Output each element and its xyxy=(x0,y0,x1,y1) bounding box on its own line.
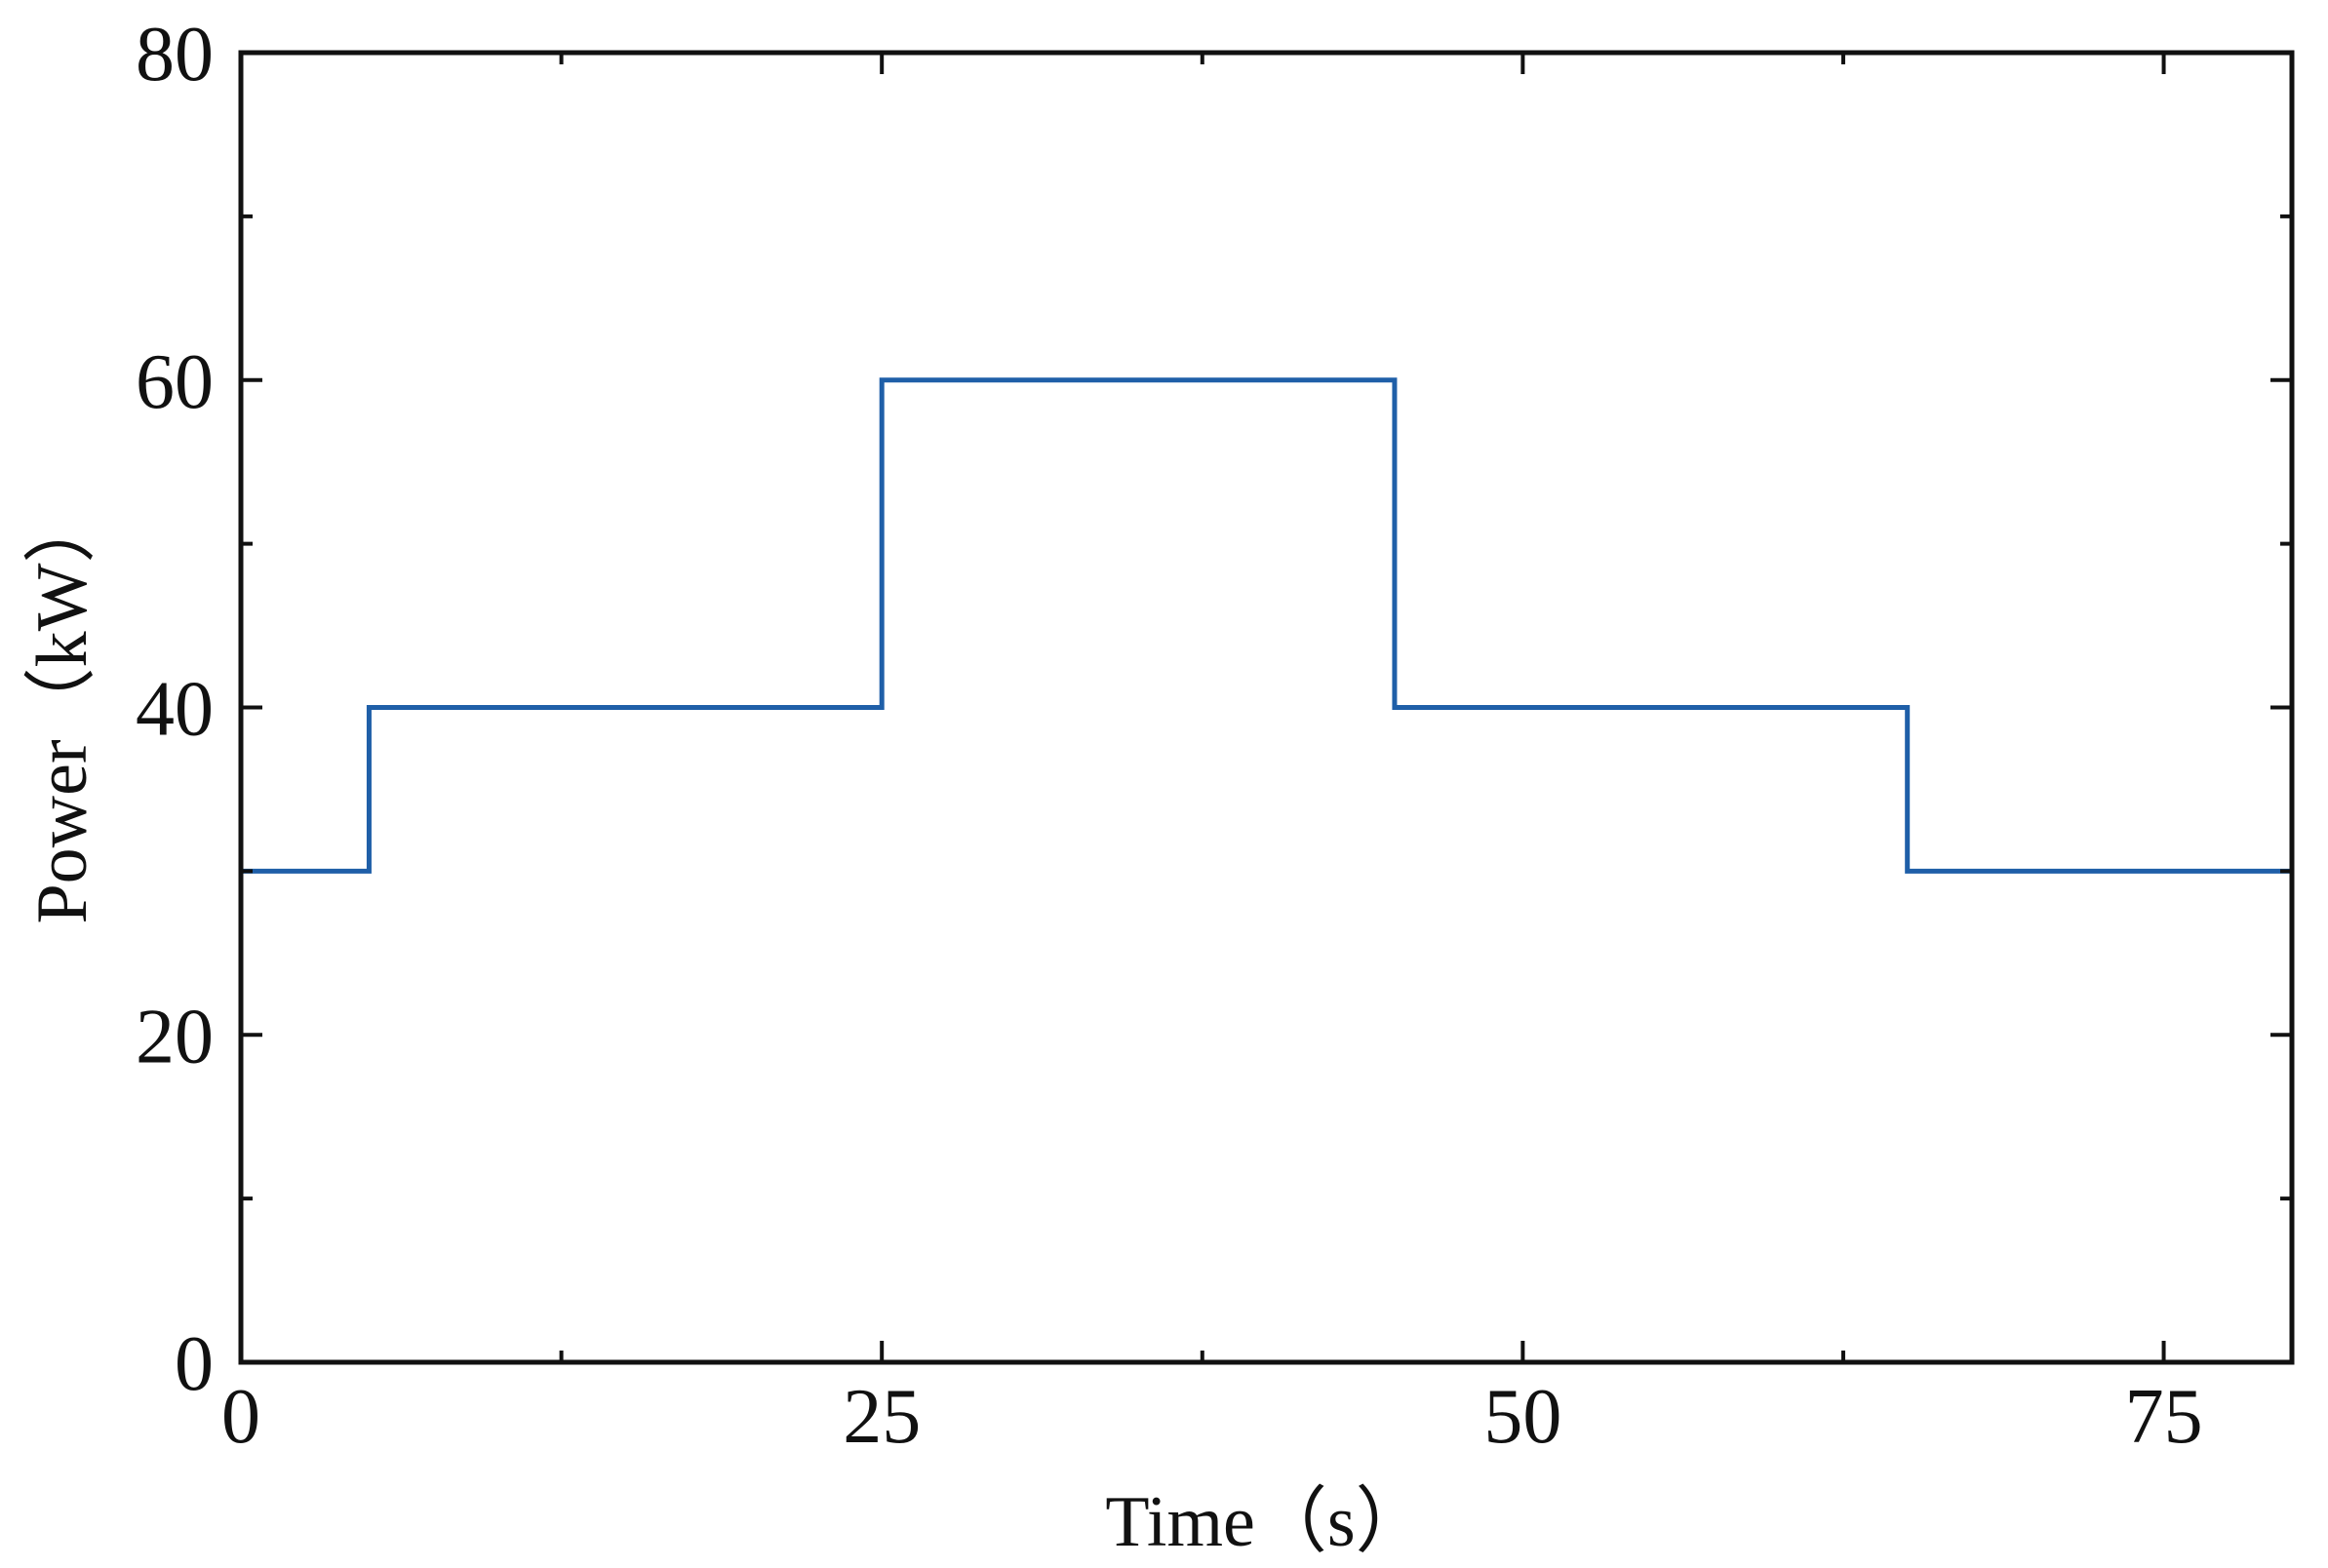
labels-layer: 0 25 50 75 0 20 40 60 80 xyxy=(136,12,2203,1460)
y-tick-label: 0 xyxy=(175,1321,214,1407)
x-tick-label: 25 xyxy=(843,1374,921,1460)
y-tick-label: 80 xyxy=(136,12,214,98)
power-series-line xyxy=(241,377,2295,1362)
y-tick-label: 20 xyxy=(136,994,214,1079)
x-axis-title: Time（s） xyxy=(1105,1482,1427,1562)
y-tick-label: 60 xyxy=(136,339,214,425)
axis-frame xyxy=(238,50,2295,1365)
x-tick-label: 50 xyxy=(1483,1374,1561,1460)
x-tick-label: 0 xyxy=(221,1374,260,1460)
plot-layer xyxy=(241,377,2295,1362)
y-tick-label: 40 xyxy=(136,667,214,753)
x-tick-label: 75 xyxy=(2125,1374,2203,1460)
y-axis-title: Power（kW） xyxy=(22,491,102,924)
